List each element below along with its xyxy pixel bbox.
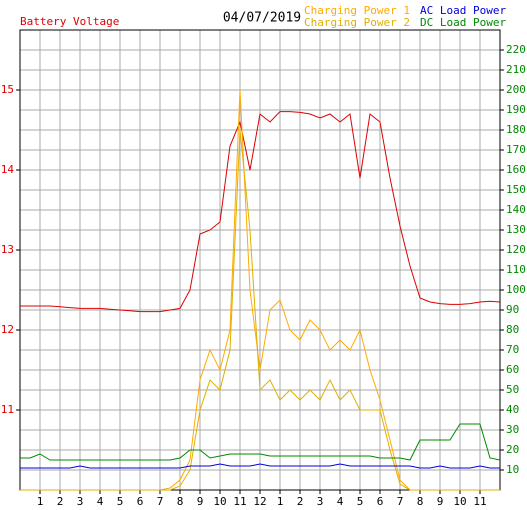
legend-label: Battery Voltage: [20, 15, 119, 28]
x-tick-label: 2: [57, 495, 64, 508]
y2-tick-label: 210: [506, 63, 526, 76]
y2-tick-label: 70: [506, 343, 519, 356]
x-tick-label: 7: [397, 495, 404, 508]
series-line: [20, 463, 500, 469]
y-tick-label: 12: [1, 323, 14, 336]
y2-tick-label: 20: [506, 443, 519, 456]
y2-tick-label: 30: [506, 423, 519, 436]
y2-tick-label: 130: [506, 223, 526, 236]
x-tick-label: 4: [337, 495, 344, 508]
y2-tick-label: 110: [506, 263, 526, 276]
y2-tick-label: 160: [506, 163, 526, 176]
x-tick-label: 9: [197, 495, 204, 508]
series-line: [20, 129, 500, 491]
y2-tick-label: 100: [506, 283, 526, 296]
legend-label: Charging Power 1: [304, 4, 410, 17]
y2-tick-label: 190: [506, 103, 526, 116]
x-tick-label: 5: [117, 495, 124, 508]
x-tick-label: 3: [77, 495, 84, 508]
series-line: [20, 111, 501, 313]
x-tick-label: 4: [97, 495, 104, 508]
y2-tick-label: 220: [506, 43, 526, 56]
y2-tick-label: 140: [506, 203, 526, 216]
y-tick-label: 15: [1, 83, 14, 96]
x-tick-label: 1: [37, 495, 44, 508]
y-tick-label: 14: [1, 163, 15, 176]
x-tick-label: 8: [177, 495, 184, 508]
x-tick-label: 6: [137, 495, 144, 508]
y-tick-label: 13: [1, 243, 14, 256]
x-tick-label: 10: [213, 495, 226, 508]
y2-tick-label: 80: [506, 323, 519, 336]
x-tick-label: 12: [253, 495, 266, 508]
legend-label: DC Load Power: [420, 16, 506, 29]
y2-tick-label: 90: [506, 303, 519, 316]
x-tick-label: 3: [317, 495, 324, 508]
plot-border: [19, 29, 501, 491]
chart-title: 04/07/2019: [223, 11, 301, 26]
legend-label: AC Load Power: [420, 4, 506, 17]
x-tick-label: 8: [417, 495, 424, 508]
x-tick-label: 5: [357, 495, 364, 508]
y2-tick-label: 200: [506, 83, 526, 96]
x-tick-label: 7: [157, 495, 164, 508]
y2-tick-label: 40: [506, 403, 519, 416]
y2-tick-label: 60: [506, 363, 519, 376]
legend-label: Charging Power 2: [304, 16, 410, 29]
series-line: [20, 423, 501, 461]
x-tick-label: 1: [277, 495, 284, 508]
x-tick-label: 11: [473, 495, 486, 508]
y2-tick-label: 120: [506, 243, 526, 256]
x-tick-label: 2: [297, 495, 304, 508]
y2-tick-label: 150: [506, 183, 526, 196]
y2-tick-label: 180: [506, 123, 526, 136]
y2-tick-label: 50: [506, 383, 519, 396]
x-tick-label: 10: [453, 495, 466, 508]
x-tick-label: 6: [377, 495, 384, 508]
x-tick-label: 9: [437, 495, 444, 508]
x-tick-label: 11: [233, 495, 246, 508]
y2-tick-label: 170: [506, 143, 526, 156]
y2-tick-label: 10: [506, 463, 519, 476]
y-tick-label: 11: [1, 403, 14, 416]
